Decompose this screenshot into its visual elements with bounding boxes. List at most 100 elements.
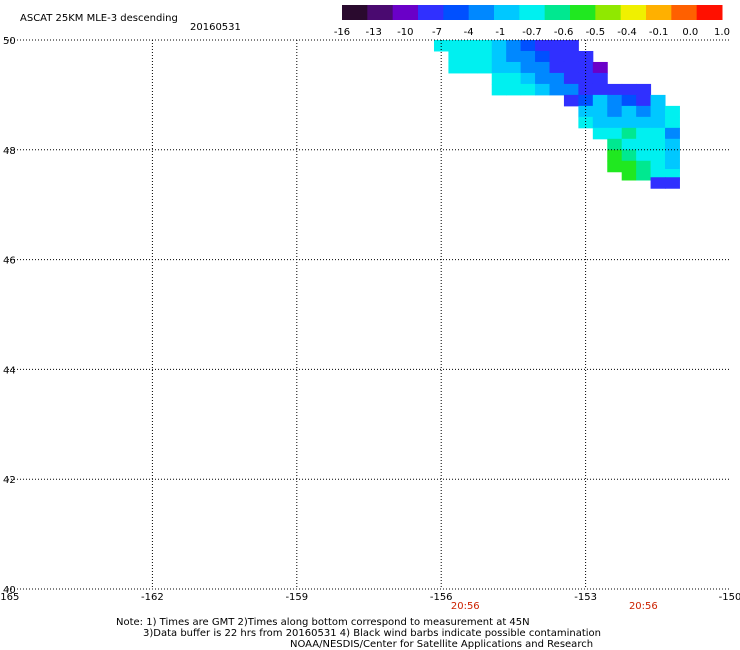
colorbar-tick-label: -13 bbox=[365, 27, 381, 38]
swath-cell bbox=[607, 127, 623, 140]
colorbar-swatch bbox=[544, 5, 571, 20]
swath-cell bbox=[535, 50, 550, 63]
swath-cell bbox=[563, 72, 579, 85]
swath-cell bbox=[578, 116, 594, 129]
swath-cell bbox=[621, 169, 637, 181]
swath-cell bbox=[636, 160, 652, 173]
latitude-tick-label: 48 bbox=[3, 146, 16, 157]
swath-cell bbox=[665, 169, 680, 181]
swath-cell bbox=[650, 116, 666, 129]
colorbar-tick-label: -0.5 bbox=[586, 27, 606, 38]
swath-cell bbox=[650, 160, 666, 173]
swath-cell bbox=[650, 138, 666, 151]
pass-time-labels: 20:56 20:56 bbox=[451, 601, 658, 612]
swath-cell bbox=[578, 105, 594, 118]
colorbar-swatch bbox=[595, 5, 622, 20]
swath-cell bbox=[520, 83, 536, 96]
swath-cell bbox=[477, 61, 493, 74]
swath-cell bbox=[607, 149, 623, 162]
swath-cell bbox=[621, 160, 637, 173]
swath-cell bbox=[535, 72, 550, 85]
colorbar bbox=[342, 5, 723, 20]
colorbar-tick-label: -0.4 bbox=[617, 27, 637, 38]
colorbar-swatch bbox=[367, 5, 394, 20]
swath-cell bbox=[650, 94, 666, 107]
swath-cell bbox=[491, 50, 507, 63]
swath-cell bbox=[448, 40, 464, 52]
swath-cell bbox=[563, 40, 579, 52]
swath-cell bbox=[491, 83, 507, 96]
swath-cell bbox=[665, 127, 680, 140]
colorbar-tick-label: -0.6 bbox=[554, 27, 574, 38]
swath-cell bbox=[578, 72, 594, 85]
longitude-tick-labels: -165 -162 -159 -156 -153 -150 bbox=[0, 592, 740, 603]
swath-cell bbox=[491, 61, 507, 74]
swath-cell bbox=[563, 94, 579, 107]
colorbar-swatch bbox=[696, 5, 723, 20]
swath-cell bbox=[650, 149, 666, 162]
colorbar-tick-labels: -16 -13 -10 -7 -4 -1 -0.7 -0.6 -0.5 -0.4 -0.1 0.0 1.… bbox=[334, 27, 730, 38]
swath-cell bbox=[491, 40, 507, 52]
swath-cell bbox=[607, 105, 623, 118]
swath-cell bbox=[535, 83, 550, 96]
swath-cell bbox=[520, 61, 536, 74]
swath-cell bbox=[636, 116, 652, 129]
swath-cell bbox=[506, 50, 522, 63]
swath-cell bbox=[665, 149, 680, 162]
latitude-tick-labels: 50 48 46 44 42 40 bbox=[3, 36, 16, 596]
colorbar-swatch bbox=[443, 5, 470, 20]
swath-cell bbox=[506, 83, 522, 96]
swath-cell bbox=[665, 138, 680, 151]
note-line-3: NOAA/NESDIS/Center for Satellite Applica… bbox=[290, 639, 593, 650]
swath-cell bbox=[636, 149, 652, 162]
colorbar-swatch bbox=[519, 5, 546, 20]
swath-cell bbox=[665, 116, 680, 129]
swath-cell bbox=[535, 61, 550, 74]
swath-cell bbox=[563, 83, 579, 96]
swath-cell bbox=[549, 50, 565, 63]
longitude-tick-label: -159 bbox=[285, 592, 308, 603]
swath-cell bbox=[549, 61, 565, 74]
swath-cell bbox=[592, 94, 608, 107]
colorbar-swatch bbox=[418, 5, 444, 20]
swath-cell bbox=[592, 127, 608, 140]
colorbar-swatch bbox=[342, 5, 368, 20]
swath-cell bbox=[549, 40, 565, 52]
swath-cell bbox=[607, 116, 623, 129]
swath-cell bbox=[621, 94, 637, 107]
product-title: ASCAT 25KM MLE-3 descending bbox=[20, 13, 178, 24]
colorbar-swatch bbox=[671, 5, 698, 20]
colorbar-tick-label: -0.1 bbox=[649, 27, 669, 38]
swath-cell bbox=[607, 160, 623, 173]
swath-cell bbox=[563, 50, 579, 63]
colorbar-swatch bbox=[392, 5, 419, 20]
pass-time-label: 20:56 bbox=[629, 601, 658, 612]
colorbar-swatch bbox=[620, 5, 647, 20]
swath-cell bbox=[462, 50, 478, 63]
swath-cell bbox=[477, 40, 493, 52]
swath-cell bbox=[665, 160, 680, 173]
swath-cell bbox=[433, 40, 449, 52]
swath-cell bbox=[650, 127, 666, 140]
swath-cell bbox=[607, 138, 623, 151]
swath-cell bbox=[549, 72, 565, 85]
swath-cell bbox=[549, 83, 565, 96]
swath-cell bbox=[520, 40, 536, 52]
swath-cells bbox=[433, 40, 680, 189]
latitude-tick-label: 46 bbox=[3, 256, 16, 267]
swath-cell bbox=[636, 169, 652, 181]
swath-cell bbox=[636, 94, 652, 107]
colorbar-tick-label: -4 bbox=[464, 27, 474, 38]
pass-time-label: 20:56 bbox=[451, 601, 480, 612]
longitude-tick-label: -153 bbox=[574, 592, 597, 603]
swath-cell bbox=[520, 50, 536, 63]
colorbar-swatch bbox=[570, 5, 596, 20]
longitude-tick-label: -150 bbox=[719, 592, 740, 603]
swath-cell bbox=[621, 105, 637, 118]
swath-cell bbox=[462, 40, 478, 52]
latitude-tick-label: 50 bbox=[3, 36, 16, 47]
swath-cell bbox=[650, 105, 666, 118]
swath-cell bbox=[650, 177, 666, 189]
swath-cell bbox=[636, 105, 652, 118]
colorbar-tick-label: -7 bbox=[432, 27, 442, 38]
